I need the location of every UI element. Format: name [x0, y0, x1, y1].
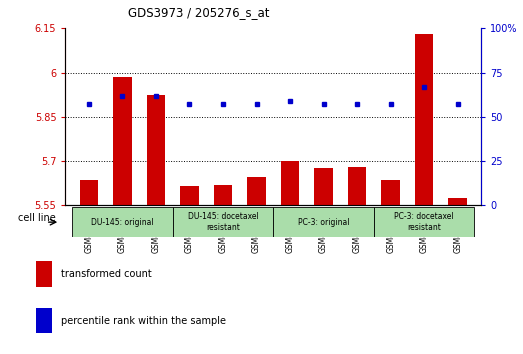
Bar	[113, 77, 132, 205]
Text: cell line: cell line	[18, 213, 56, 223]
Bar	[314, 169, 333, 205]
Bar	[374, 207, 474, 237]
Bar	[36, 261, 52, 287]
Bar	[415, 34, 434, 205]
Bar	[348, 167, 366, 205]
Bar	[247, 177, 266, 205]
Text: percentile rank within the sample: percentile rank within the sample	[62, 316, 226, 326]
Bar	[173, 207, 274, 237]
Bar	[36, 308, 52, 333]
Bar	[214, 185, 232, 205]
Bar	[274, 207, 374, 237]
Text: DU-145: original: DU-145: original	[91, 218, 154, 227]
Text: PC-3: original: PC-3: original	[298, 218, 349, 227]
Bar	[72, 207, 173, 237]
Bar	[146, 95, 165, 205]
Bar	[381, 180, 400, 205]
Text: PC-3: docetaxel
resistant: PC-3: docetaxel resistant	[394, 212, 454, 232]
Bar	[448, 198, 467, 205]
Bar	[180, 186, 199, 205]
Bar	[79, 180, 98, 205]
Text: GDS3973 / 205276_s_at: GDS3973 / 205276_s_at	[128, 6, 269, 19]
Text: DU-145: docetaxel
resistant: DU-145: docetaxel resistant	[188, 212, 258, 232]
Bar	[281, 161, 299, 205]
Text: transformed count: transformed count	[62, 269, 152, 279]
